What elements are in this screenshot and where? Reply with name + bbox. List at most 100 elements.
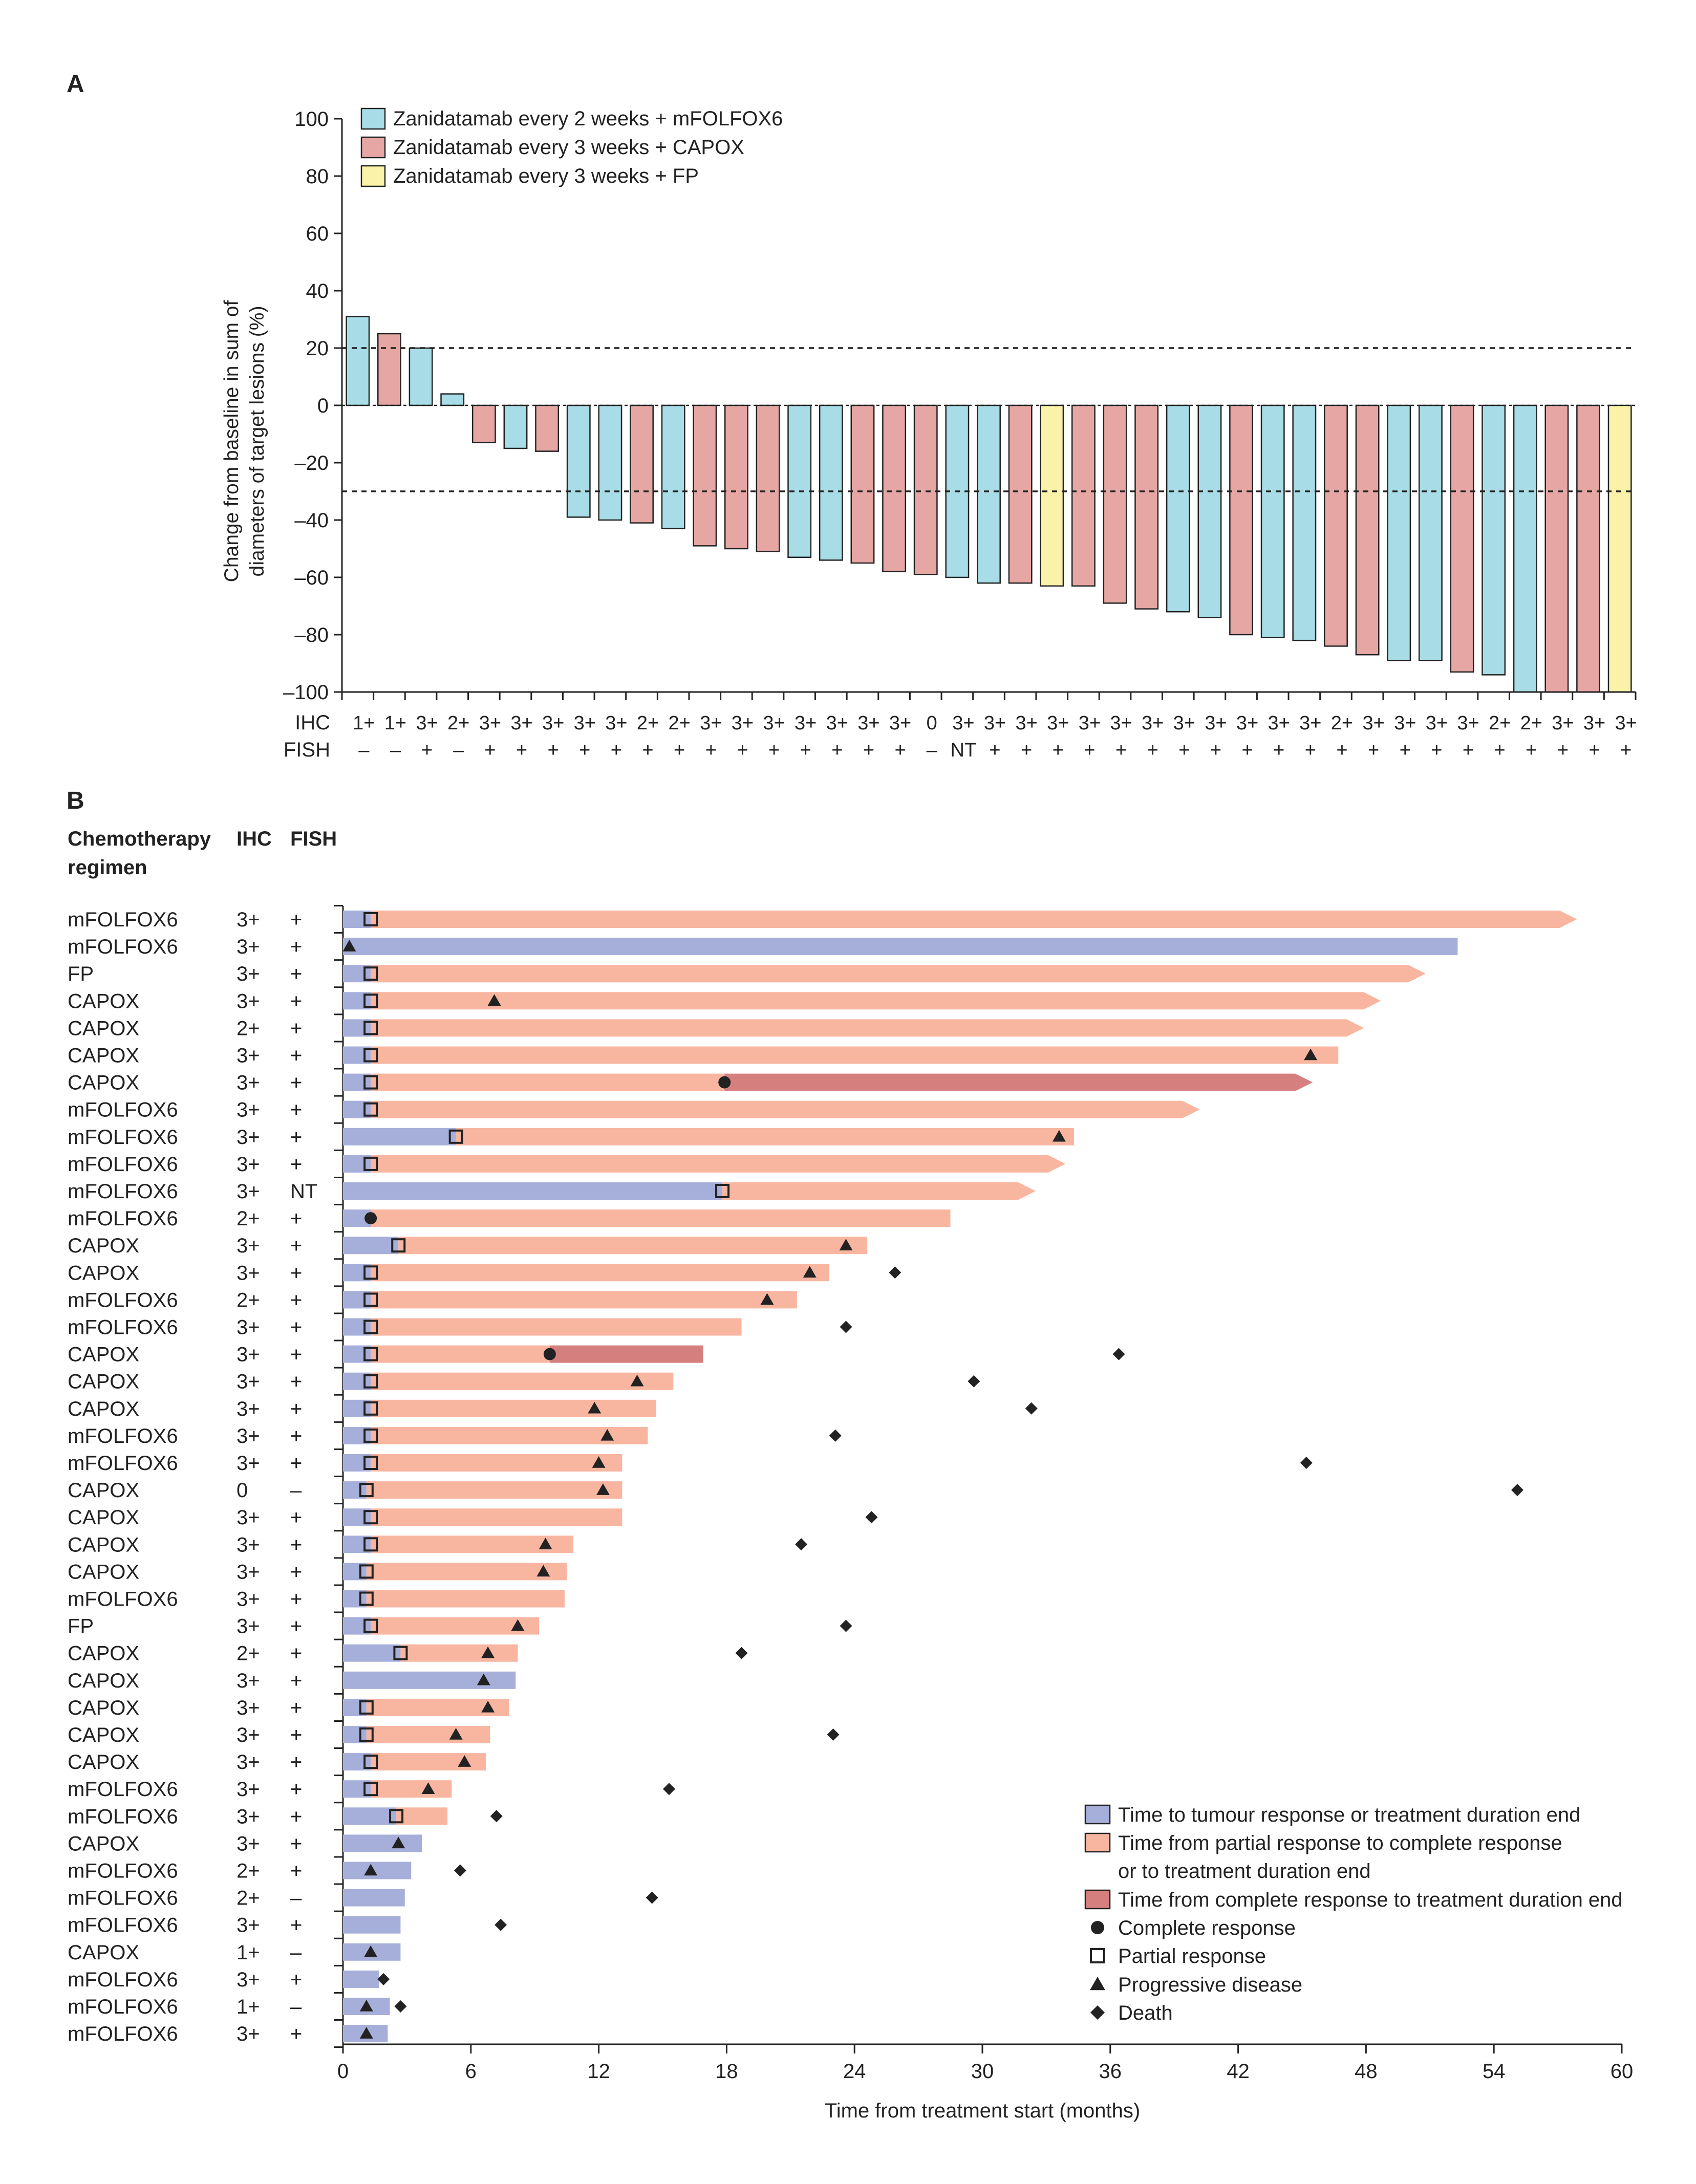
ihc-value: 3+ <box>574 712 596 734</box>
ihc-value: 2+ <box>1520 712 1542 734</box>
ihc-value: 3+ <box>605 712 627 734</box>
row-ihc: 3+ <box>237 1235 260 1257</box>
fish-value: + <box>800 740 811 761</box>
bar <box>1260 404 1285 638</box>
panel-b-label: B <box>67 787 84 814</box>
legend-swatch <box>360 165 386 187</box>
legend-swatch-pr <box>1084 1832 1111 1853</box>
fish-value: + <box>768 740 780 761</box>
row-fish: + <box>290 1398 302 1420</box>
pr-bar <box>371 1617 540 1635</box>
ttr-bar <box>343 1671 516 1689</box>
progressive-disease-marker <box>364 1945 378 1957</box>
x-tick-label: 24 <box>843 2060 866 2083</box>
bar <box>1040 404 1064 587</box>
bar <box>1229 404 1254 636</box>
progressive-disease-marker <box>458 1755 471 1767</box>
ihc-value: 3+ <box>416 712 438 734</box>
row-regimen: mFOLFOX6 <box>68 1969 178 1991</box>
ihc-value: 3+ <box>542 712 564 734</box>
pr-bar <box>371 1753 486 1771</box>
pr-bar <box>456 1128 1075 1145</box>
y-axis-label-line: Change from baseline in sum of <box>221 300 243 582</box>
pr-bar <box>366 1481 622 1499</box>
x-tick-label: 36 <box>1099 2060 1122 2083</box>
row-ihc: 1+ <box>237 1996 260 2018</box>
ihc-value: 3+ <box>1268 712 1290 734</box>
row-regimen: CAPOX <box>68 1398 139 1420</box>
row-fish: NT <box>290 1180 317 1203</box>
y-axis-label-line: diameters of target lesions (%) <box>246 306 268 577</box>
bar <box>724 404 748 550</box>
pr-bar <box>371 1780 452 1798</box>
bar <box>598 404 622 521</box>
fish-value: + <box>1147 740 1158 761</box>
partial-response-marker <box>391 1238 406 1253</box>
row-fish: + <box>290 1207 302 1230</box>
row-regimen: CAPOX <box>68 990 139 1012</box>
ihc-value: 3+ <box>984 712 1006 734</box>
y-axis-label: Change from baseline in sum of diameters … <box>221 300 268 582</box>
row-ihc: 3+ <box>237 1072 260 1094</box>
bar <box>693 404 717 547</box>
row-fish: – <box>290 1479 302 1502</box>
partial-response-marker <box>359 1591 374 1606</box>
death-marker <box>1511 1484 1523 1497</box>
fish-value: – <box>453 740 464 761</box>
ttr-bar <box>343 1644 401 1662</box>
ttr-bar <box>343 1807 397 1825</box>
row-regimen: mFOLFOX6 <box>68 1778 178 1801</box>
row-regimen: mFOLFOX6 <box>68 1805 178 1828</box>
bar <box>661 404 685 530</box>
death-marker <box>829 1429 842 1442</box>
pr-bar <box>371 1372 674 1390</box>
pr-bar <box>366 1590 565 1608</box>
row-fish: + <box>290 909 302 931</box>
fish-value: – <box>927 740 938 761</box>
row-regimen: CAPOX <box>68 1670 139 1692</box>
row-ihc: 3+ <box>237 1099 260 1121</box>
partial-response-marker <box>363 1320 378 1334</box>
fish-value: + <box>611 740 622 761</box>
row-regimen: CAPOX <box>68 1344 139 1366</box>
row-ihc: 3+ <box>237 1805 260 1828</box>
pr-bar <box>371 1073 725 1091</box>
bar <box>977 404 1001 584</box>
fish-value: + <box>989 740 1000 761</box>
partial-response-marker <box>363 1755 378 1769</box>
progressive-disease-marker <box>760 1293 774 1305</box>
x-tick-label: 6 <box>465 2060 477 2083</box>
row-fish: + <box>290 990 302 1012</box>
legend-label: or to treatment duration end <box>1118 1860 1371 1883</box>
bar <box>787 404 812 558</box>
row-ihc: 2+ <box>237 1860 260 1883</box>
partial-response-marker <box>363 1347 378 1361</box>
legend-progressive-icon <box>1090 1977 1105 1991</box>
row-regimen: FP <box>68 1615 94 1638</box>
fish-value: NT <box>951 740 977 761</box>
ihc-value: 3+ <box>1426 712 1448 734</box>
ihc-value: 3+ <box>952 712 974 734</box>
ttr-bar <box>343 1862 412 1879</box>
partial-response-marker <box>363 1048 378 1063</box>
bar <box>1418 404 1443 661</box>
fish-value: + <box>1084 740 1095 761</box>
legend-label: Complete response <box>1118 1917 1296 1939</box>
row-regimen: CAPOX <box>68 1751 139 1774</box>
row-ihc: 3+ <box>237 909 260 931</box>
row-fish: + <box>290 1805 302 1828</box>
row-regimen: FP <box>68 963 94 985</box>
bar <box>1166 404 1190 613</box>
partial-response-marker <box>393 1646 408 1660</box>
ihc-value: 2+ <box>1489 712 1511 734</box>
fish-value: + <box>1526 740 1537 761</box>
row-ihc: 3+ <box>237 1969 260 1991</box>
row-regimen: mFOLFOX6 <box>68 1289 178 1311</box>
bar <box>630 404 654 524</box>
progressive-disease-marker <box>477 1673 490 1685</box>
row-fish: + <box>290 1914 302 1937</box>
y-tick-label: 20 <box>306 337 329 360</box>
bar <box>1197 404 1222 618</box>
pr-bar <box>371 1209 951 1227</box>
row-ihc: 3+ <box>237 1425 260 1447</box>
